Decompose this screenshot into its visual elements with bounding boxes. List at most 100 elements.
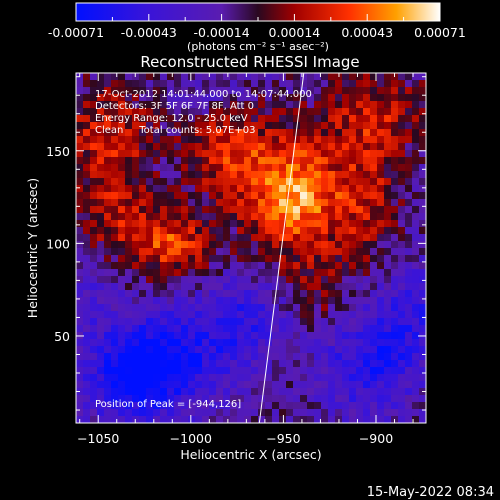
- heatmap-pixel: [300, 374, 308, 382]
- heatmap-pixel: [370, 290, 378, 298]
- heatmap-pixel: [223, 220, 231, 228]
- heatmap-pixel: [118, 388, 126, 396]
- heatmap-pixel: [125, 220, 133, 228]
- heatmap-pixel: [118, 94, 126, 102]
- heatmap-pixel: [370, 248, 378, 256]
- heatmap-pixel: [244, 171, 252, 179]
- heatmap-pixel: [244, 164, 252, 172]
- heatmap-pixel: [244, 115, 252, 123]
- heatmap-pixel: [153, 199, 161, 207]
- image-area: [76, 73, 426, 423]
- heatmap-pixel: [258, 276, 266, 284]
- heatmap-pixel: [174, 115, 182, 123]
- heatmap-pixel: [237, 234, 245, 242]
- heatmap-pixel: [209, 360, 217, 368]
- heatmap-pixel: [160, 122, 168, 130]
- heatmap-pixel: [167, 129, 175, 137]
- heatmap-pixel: [230, 192, 238, 200]
- heatmap-pixel: [349, 101, 357, 109]
- heatmap-pixel: [405, 129, 413, 137]
- heatmap-pixel: [90, 227, 98, 235]
- heatmap-pixel: [139, 241, 147, 249]
- heatmap-pixel: [244, 129, 252, 137]
- heatmap-pixel: [335, 283, 343, 291]
- heatmap-pixel: [97, 73, 105, 81]
- heatmap-pixel: [153, 339, 161, 347]
- heatmap-pixel: [391, 164, 399, 172]
- heatmap-pixel: [335, 157, 343, 165]
- heatmap-pixel: [181, 402, 189, 410]
- heatmap-pixel: [363, 325, 371, 333]
- heatmap-pixel: [258, 143, 266, 151]
- heatmap-pixel: [405, 339, 413, 347]
- heatmap-pixel: [419, 220, 426, 228]
- heatmap-pixel: [237, 339, 245, 347]
- heatmap-pixel: [251, 353, 259, 361]
- heatmap-pixel: [244, 234, 252, 242]
- heatmap-pixel: [251, 164, 259, 172]
- heatmap-pixel: [321, 297, 329, 305]
- heatmap-pixel: [405, 220, 413, 228]
- heatmap-pixel: [265, 115, 273, 123]
- heatmap-pixel: [314, 346, 322, 354]
- heatmap-pixel: [216, 325, 224, 333]
- heatmap-pixel: [265, 402, 273, 410]
- heatmap-pixel: [90, 115, 98, 123]
- heatmap-pixel: [342, 206, 350, 214]
- heatmap-pixel: [286, 276, 294, 284]
- heatmap-pixel: [104, 234, 112, 242]
- heatmap-pixel: [104, 87, 112, 95]
- heatmap-pixel: [244, 150, 252, 158]
- heatmap-pixel: [321, 290, 329, 298]
- heatmap-pixel: [153, 213, 161, 221]
- heatmap-pixel: [419, 213, 426, 221]
- heatmap-pixel: [412, 143, 420, 151]
- heatmap-pixel: [216, 171, 224, 179]
- heatmap-pixel: [384, 262, 392, 270]
- heatmap-pixel: [293, 276, 301, 284]
- heatmap-pixel: [377, 388, 385, 396]
- heatmap-pixel: [286, 325, 294, 333]
- heatmap-pixel: [76, 101, 84, 109]
- heatmap-pixel: [405, 241, 413, 249]
- heatmap-pixel: [90, 101, 98, 109]
- heatmap-pixel: [181, 192, 189, 200]
- heatmap-pixel: [412, 108, 420, 116]
- heatmap-pixel: [272, 94, 280, 102]
- heatmap-pixel: [202, 108, 210, 116]
- heatmap-pixel: [118, 416, 126, 423]
- heatmap-pixel: [209, 178, 217, 186]
- heatmap-pixel: [321, 255, 329, 263]
- heatmap-pixel: [314, 143, 322, 151]
- heatmap-pixel: [258, 325, 266, 333]
- heatmap-pixel: [314, 241, 322, 249]
- heatmap-pixel: [125, 395, 133, 403]
- heatmap-pixel: [202, 304, 210, 312]
- heatmap-pixel: [97, 192, 105, 200]
- heatmap-pixel: [125, 122, 133, 130]
- heatmap-pixel: [377, 234, 385, 242]
- heatmap-pixel: [118, 199, 126, 207]
- heatmap-pixel: [139, 346, 147, 354]
- heatmap-pixel: [167, 304, 175, 312]
- heatmap-pixel: [258, 297, 266, 305]
- heatmap-pixel: [356, 101, 364, 109]
- heatmap-pixel: [132, 388, 140, 396]
- heatmap-pixel: [349, 318, 357, 326]
- heatmap-pixel: [167, 416, 175, 423]
- heatmap-pixel: [90, 108, 98, 116]
- heatmap-pixel: [279, 129, 287, 137]
- heatmap-pixel: [237, 136, 245, 144]
- heatmap-pixel: [349, 353, 357, 361]
- heatmap-pixel: [258, 360, 266, 368]
- heatmap-pixel: [279, 381, 287, 389]
- heatmap-pixel: [167, 325, 175, 333]
- heatmap-pixel: [342, 416, 350, 423]
- heatmap-pixel: [251, 150, 259, 158]
- heatmap-pixel: [97, 241, 105, 249]
- heatmap-pixel: [237, 150, 245, 158]
- heatmap-pixel: [195, 101, 203, 109]
- heatmap-pixel: [188, 311, 196, 319]
- heatmap-pixel: [153, 388, 161, 396]
